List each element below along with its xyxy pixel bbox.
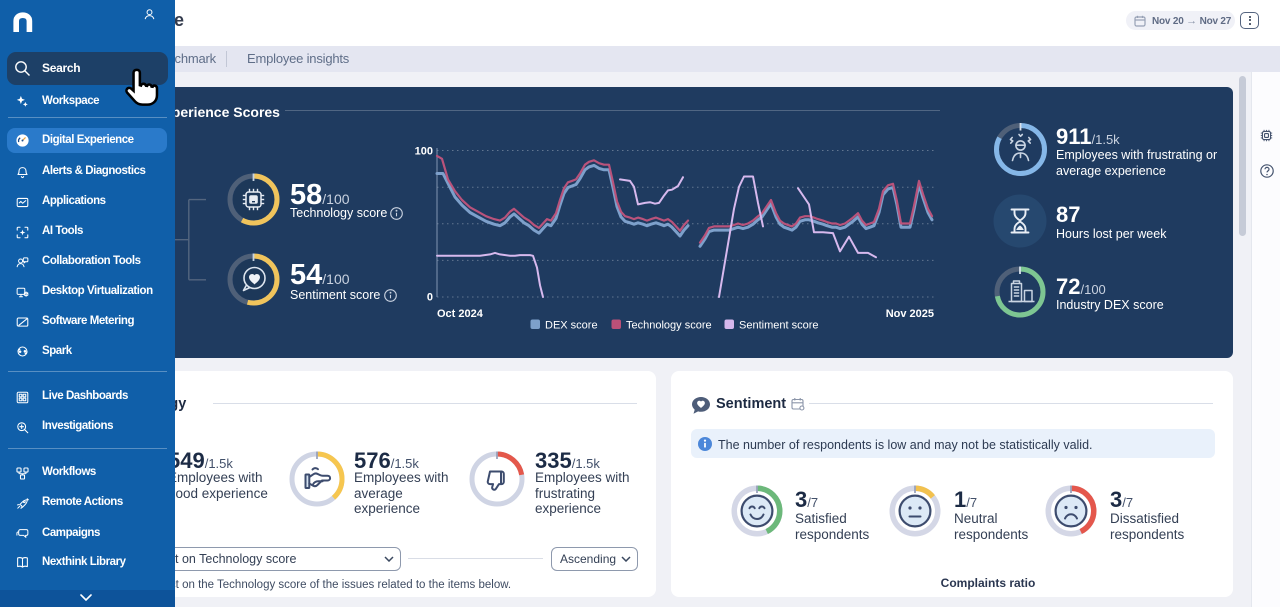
svg-text:Oct 2024: Oct 2024	[437, 308, 484, 320]
svg-text:Nov 2025: Nov 2025	[886, 308, 934, 320]
svg-text:DEX score: DEX score	[545, 320, 598, 332]
svg-text:Sentiment score: Sentiment score	[739, 320, 818, 332]
svg-text:Technology score: Technology score	[626, 320, 712, 332]
svg-text:0: 0	[427, 292, 433, 304]
svg-text:100: 100	[415, 146, 433, 158]
